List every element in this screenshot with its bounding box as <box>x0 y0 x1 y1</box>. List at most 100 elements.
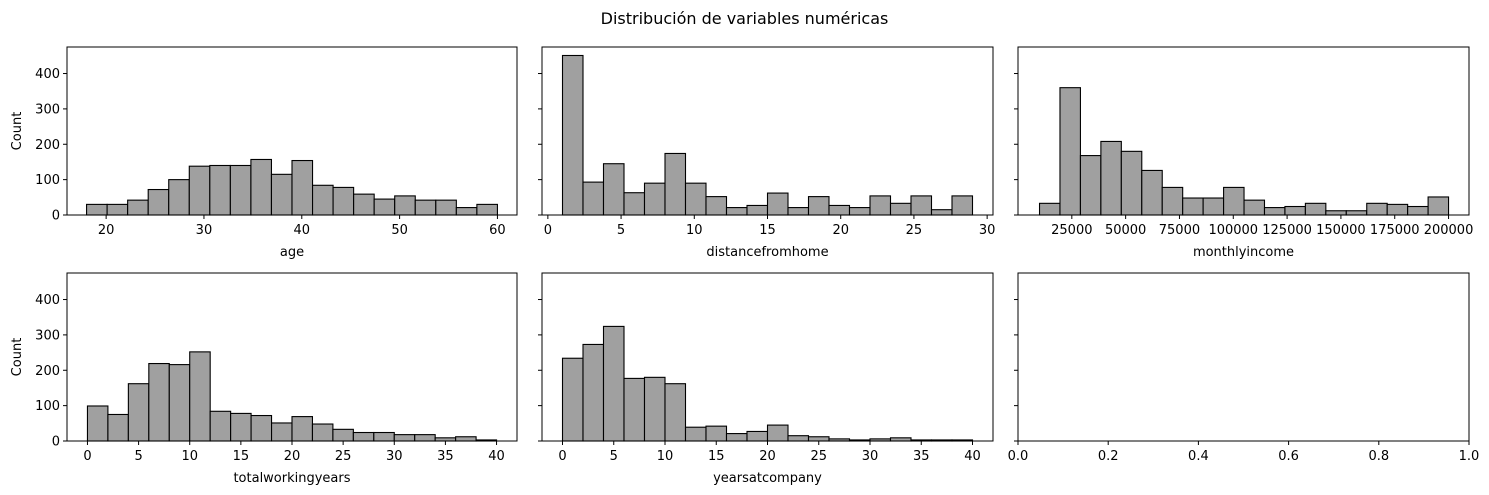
x-tick-label: 75000 <box>1159 223 1200 238</box>
histogram-bar <box>746 204 769 216</box>
histogram-bar <box>127 199 149 216</box>
histogram-bar <box>291 159 314 216</box>
histogram-bar <box>455 436 477 442</box>
figure-title: Distribución de variables numéricas <box>601 9 889 28</box>
y-tick-label: 400 <box>35 293 60 308</box>
histogram-bar <box>1427 196 1450 216</box>
histogram-bar <box>311 423 334 442</box>
y-tick-label: 300 <box>35 328 60 343</box>
y-tick-label: 100 <box>35 399 60 414</box>
histogram-bar <box>561 357 584 442</box>
histogram-bar <box>684 182 707 216</box>
x-tick-label: 25 <box>810 449 827 464</box>
histogram-bar <box>705 196 728 216</box>
histogram-bar <box>229 164 252 216</box>
histogram-bar <box>1243 199 1266 216</box>
x-tick-label: 125000 <box>1262 223 1312 238</box>
axes-frame <box>1017 272 1470 442</box>
histogram-bar <box>189 351 211 442</box>
y-tick-label: 400 <box>35 67 60 82</box>
histogram-bar <box>168 179 190 216</box>
x-axis-label: monthlyincome <box>1193 245 1294 260</box>
histogram-bar <box>1304 202 1327 216</box>
histogram-bar <box>561 54 584 216</box>
histogram-bar <box>455 207 478 216</box>
histogram-bar <box>1182 197 1204 216</box>
histogram-bar <box>1202 197 1225 216</box>
x-tick-label: 1.0 <box>1459 449 1480 464</box>
histogram-bar <box>664 383 687 442</box>
x-tick-label: 25000 <box>1051 223 1092 238</box>
subplot-6: 0.0 0.2 0.4 0.6 0.8 1.0 <box>1008 272 1480 464</box>
y-axis-label: Count <box>10 112 25 151</box>
histogram-bar <box>869 195 892 216</box>
histogram-bar <box>1120 150 1143 216</box>
subplot-4: 0 5 10 15 20 25 30 35 400100200300400totalworkin… <box>10 272 518 486</box>
x-tick-label: 0 <box>558 449 566 464</box>
histogram-bar <box>250 414 273 442</box>
x-tick-label: 25 <box>906 223 923 238</box>
x-axis-label: yearsatcompany <box>713 471 822 486</box>
x-tick-label: 5 <box>610 449 618 464</box>
histogram-bar <box>664 152 687 216</box>
histogram-bar <box>188 165 211 216</box>
histogram-bar <box>1345 210 1368 216</box>
histogram-bar <box>643 182 666 216</box>
y-tick-label: 200 <box>35 364 60 379</box>
histogram-bar <box>352 431 375 442</box>
histogram-bar <box>1386 203 1409 216</box>
subplot-2: 0 5 10 15 20 25 30 distancefromhome <box>538 46 995 260</box>
histogram-bar <box>270 173 293 216</box>
histogram-bar <box>209 164 231 216</box>
x-tick-label: 35 <box>913 449 930 464</box>
subplot-5: 0 5 10 15 20 25 30 35 40 yearsatcompany <box>538 272 994 486</box>
x-tick-label: 50000 <box>1105 223 1146 238</box>
x-tick-label: 40 <box>964 449 981 464</box>
x-tick-label: 20 <box>98 223 115 238</box>
histogram-bar <box>807 196 830 216</box>
axes-frame <box>66 46 518 216</box>
histogram-bar <box>623 377 646 442</box>
subplot-1: 20 30 40 50 60 0 100 200 300 400 age Count <box>10 46 518 260</box>
histogram-bar <box>602 163 625 216</box>
x-tick-label: 20 <box>832 223 849 238</box>
y-tick-label: 100 <box>35 173 60 188</box>
histogram-bar <box>230 412 252 442</box>
x-tick-label: 0.2 <box>1098 449 1119 464</box>
x-tick-label: 5 <box>617 223 625 238</box>
histogram-bar <box>787 435 810 442</box>
histogram-bar <box>746 430 769 442</box>
histogram-bar <box>1407 205 1429 216</box>
histogram-bar <box>930 209 953 216</box>
histogram-bar <box>1284 205 1306 216</box>
x-axis-label: distancefromhome <box>706 245 828 260</box>
x-tick-label: 35 <box>437 449 454 464</box>
histogram-bar <box>107 413 129 442</box>
x-tick-label: 40 <box>294 223 311 238</box>
x-tick-label: 175000 <box>1370 223 1420 238</box>
x-tick-label: 10 <box>181 449 198 464</box>
x-tick-label: 0 <box>544 223 552 238</box>
histogram-bar <box>373 431 395 442</box>
histogram-bar <box>1059 87 1081 216</box>
histogram-bar <box>643 376 666 442</box>
histogram-bar <box>435 199 457 216</box>
histogram-bar <box>1366 202 1388 216</box>
x-tick-label: 5 <box>134 449 142 464</box>
x-tick-label: 30 <box>386 449 403 464</box>
histogram-bar <box>1079 155 1102 216</box>
histogram-bar <box>311 184 334 216</box>
histogram-bar <box>127 383 150 442</box>
y-tick-label: 300 <box>35 102 60 117</box>
histogram-bar <box>1223 186 1245 216</box>
histogram-bar <box>1100 140 1122 216</box>
histogram-bar <box>623 192 646 216</box>
x-tick-label: 0.4 <box>1188 449 1209 464</box>
x-tick-label: 0.6 <box>1278 449 1299 464</box>
histogram-bar <box>705 425 728 442</box>
x-tick-label: 15 <box>233 449 250 464</box>
x-tick-label: 150000 <box>1316 223 1366 238</box>
histogram-bar <box>807 436 830 442</box>
histogram-bar <box>602 325 625 442</box>
x-tick-label: 0 <box>83 449 91 464</box>
